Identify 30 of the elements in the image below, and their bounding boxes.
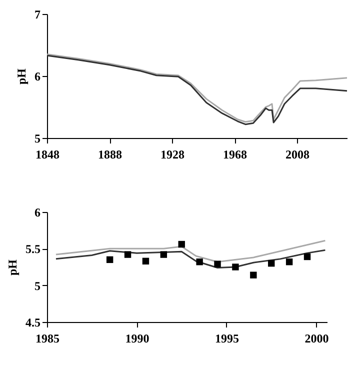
y-tick-label: 6	[34, 206, 40, 220]
point	[178, 240, 185, 248]
y-axis-title: pH	[14, 68, 28, 85]
y-tick-label: 5	[34, 278, 40, 293]
y-tick-label: 7	[34, 8, 40, 22]
point	[214, 260, 221, 268]
x-tick-label: 1990	[125, 332, 150, 346]
point	[124, 251, 132, 258]
point	[232, 264, 239, 270]
y-tick-label: 5.5	[26, 242, 40, 256]
point	[106, 256, 114, 264]
x-tick-label: 1888	[98, 148, 122, 162]
point	[142, 258, 150, 264]
point	[304, 253, 311, 260]
point	[286, 258, 293, 266]
x-tick-label: 2000	[304, 332, 329, 346]
point	[160, 251, 168, 258]
x-tick-label: 1928	[160, 148, 184, 162]
x-tick-label: 1968	[223, 148, 247, 162]
point	[268, 260, 275, 267]
y-axis-title: pH	[6, 258, 20, 276]
x-tick-label: 1848	[36, 148, 60, 162]
point	[250, 272, 257, 278]
x-tick-label: 2008	[286, 148, 310, 162]
x-tick-label: 1995	[214, 332, 239, 346]
y-tick-label: 5	[34, 132, 40, 146]
x-tick-label: 1985	[36, 332, 60, 346]
point	[196, 258, 203, 266]
y-tick-label: 6	[34, 70, 40, 84]
y-tick-label: 4.5	[26, 316, 40, 330]
